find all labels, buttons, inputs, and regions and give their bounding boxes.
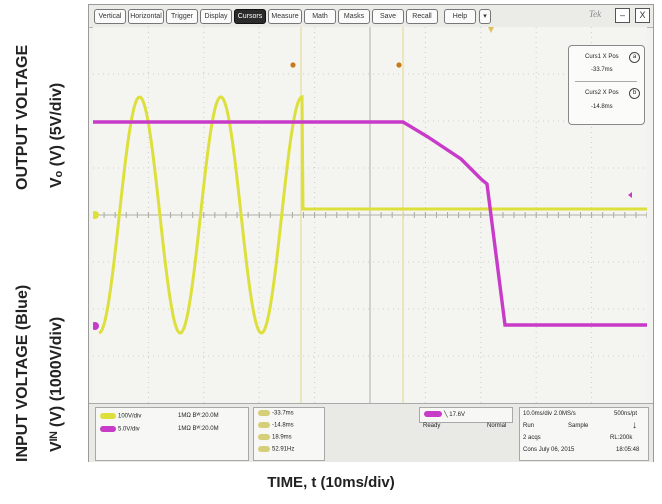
channel-settings-pane: 100V/div 1MΩ Bᵂ:20.0M 5.0V/div 1MΩ Bᵂ:20… bbox=[95, 407, 249, 461]
menu-cursors[interactable]: Cursors bbox=[234, 9, 266, 24]
frequency-pill bbox=[258, 446, 270, 452]
scope-status-area: 100V/div 1MΩ Bᵂ:20.0M 5.0V/div 1MΩ Bᵂ:20… bbox=[89, 403, 653, 462]
menu-recall[interactable]: Recall bbox=[406, 9, 438, 24]
cursor-readout-box: Curs1 X Pos a -33.7ms Curs2 X Pos b -14.… bbox=[568, 45, 645, 125]
channel1-input-trace bbox=[98, 94, 647, 335]
trigger-level: 17.6V bbox=[449, 412, 465, 418]
ch1-settings-row[interactable]: 100V/div bbox=[100, 413, 141, 420]
cursor-a-pill bbox=[258, 410, 270, 416]
tek-logo: Tek bbox=[589, 9, 602, 19]
cursor-b-time: -14.8ms bbox=[272, 422, 294, 429]
curs2-label: Curs2 X Pos bbox=[585, 90, 619, 96]
capture-date: July 06, 2015 bbox=[538, 447, 575, 453]
channel2-output-trace bbox=[93, 120, 647, 327]
timebase: 10.0ms/div bbox=[523, 411, 553, 417]
cursor-a-time: -33.7ms bbox=[272, 410, 294, 417]
menu-dropdown-icon[interactable]: ▾ bbox=[479, 9, 491, 24]
scope-menu-bar: Vertical Horizontal Trigger Display Curs… bbox=[89, 5, 653, 28]
capture-time: 18:05:48 bbox=[616, 447, 640, 453]
menu-trigger[interactable]: Trigger bbox=[166, 9, 198, 24]
input-voltage-units-label: Vᴵᴺ (V) (1000V/div) bbox=[48, 316, 65, 452]
trigger-mode: Normal bbox=[487, 423, 507, 429]
trigger-status: Ready bbox=[423, 423, 441, 429]
menu-save[interactable]: Save bbox=[372, 9, 404, 24]
close-button[interactable]: X bbox=[635, 8, 650, 23]
trigger-slope-icon: ╲ bbox=[444, 412, 448, 418]
record-length: RL:200k bbox=[610, 435, 633, 441]
sample-rate: 2.0MS/s bbox=[553, 411, 576, 417]
menu-masks[interactable]: Masks bbox=[338, 9, 370, 24]
scope-graticule bbox=[93, 27, 647, 403]
trigger-level-marker bbox=[628, 192, 632, 198]
menu-help[interactable]: Help bbox=[444, 9, 476, 24]
curs1-label: Curs1 X Pos bbox=[585, 54, 619, 60]
acquisition-mode: Sample bbox=[568, 423, 589, 429]
menu-display[interactable]: Display bbox=[200, 9, 232, 24]
minimize-button[interactable]: – bbox=[615, 8, 630, 23]
ch1-bandwidth: Bᵂ:20.0M bbox=[192, 413, 219, 419]
menu-math[interactable]: Math bbox=[304, 9, 336, 24]
cursor-measure-pane: -33.7ms -14.8ms 18.9ms 52.91Hz bbox=[253, 407, 325, 461]
input-voltage-label: INPUT VOLTAGE (Blue) bbox=[14, 284, 31, 462]
cursor-frequency: 52.91Hz bbox=[272, 446, 295, 453]
trigger-source-badge bbox=[424, 411, 442, 418]
cursor-b-marker bbox=[396, 62, 402, 68]
cursor-b-pill bbox=[258, 422, 270, 428]
ch1-scale: 100V/div bbox=[118, 413, 142, 420]
cursor-b-badge: b bbox=[629, 88, 640, 99]
ch2-settings-row[interactable]: 5.0V/div bbox=[100, 426, 140, 433]
channel1-ground-marker bbox=[93, 211, 99, 219]
ch1-badge bbox=[100, 413, 116, 419]
curs1-value: -33.7ms bbox=[591, 67, 613, 73]
arrow-down-icon: ↓ bbox=[632, 420, 637, 431]
ch2-scale: 5.0V/div bbox=[118, 426, 140, 433]
ch2-impedance: 1MΩ bbox=[178, 426, 191, 432]
curs2-value: -14.8ms bbox=[591, 104, 613, 110]
acquisition-count: 2 acqs bbox=[523, 435, 541, 441]
cons-label: Cons bbox=[523, 447, 538, 453]
time-axis-label: TIME, t (10ms/div) bbox=[267, 474, 395, 491]
menu-horizontal[interactable]: Horizontal bbox=[128, 9, 164, 24]
readout-divider bbox=[575, 81, 637, 82]
run-state: Run bbox=[523, 423, 535, 429]
output-voltage-label: OUTPUT VOLTAGE bbox=[14, 44, 31, 190]
channel2-ground-marker bbox=[93, 322, 99, 330]
menu-measure[interactable]: Measure bbox=[268, 9, 302, 24]
trigger-position-marker bbox=[488, 27, 494, 33]
acquisition-pane: 10.0ms/div 2.0MS/s 500ns/pt Run Sample ↓… bbox=[519, 407, 649, 461]
cursor-delta-time: 18.9ms bbox=[272, 434, 292, 441]
oscilloscope-screen: Vertical Horizontal Trigger Display Curs… bbox=[88, 4, 654, 462]
menu-vertical[interactable]: Vertical bbox=[94, 9, 126, 24]
cursor-a-badge: a bbox=[629, 52, 640, 63]
delta-t-pill bbox=[258, 434, 270, 440]
output-voltage-units-label: Vₒ (V) (5V/div) bbox=[48, 82, 65, 188]
point-rate: 500ns/pt bbox=[614, 411, 638, 417]
trigger-pane: ╲ 17.6V bbox=[419, 407, 513, 423]
ch2-bandwidth: Bᵂ:20.0M bbox=[192, 426, 219, 432]
ch1-impedance: 1MΩ bbox=[178, 413, 191, 419]
ch2-badge bbox=[100, 426, 116, 432]
cursor-a-marker bbox=[290, 62, 296, 68]
